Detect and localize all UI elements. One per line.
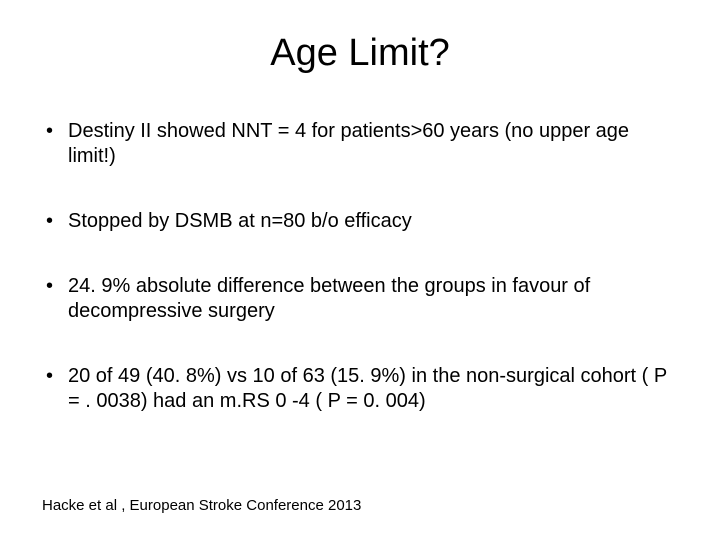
bullet-item: 24. 9% absolute difference between the g…: [40, 274, 680, 324]
bullet-item: Destiny II showed NNT = 4 for patients>6…: [40, 119, 680, 169]
bullet-item: 20 of 49 (40. 8%) vs 10 of 63 (15. 9%) i…: [40, 364, 680, 414]
bullet-item: Stopped by DSMB at n=80 b/o efficacy: [40, 209, 680, 234]
bullet-list: Destiny II showed NNT = 4 for patients>6…: [40, 119, 680, 497]
slide-container: Age Limit? Destiny II showed NNT = 4 for…: [0, 0, 720, 540]
slide-title: Age Limit?: [40, 32, 680, 75]
citation-text: Hacke et al , European Stroke Conference…: [40, 497, 680, 520]
